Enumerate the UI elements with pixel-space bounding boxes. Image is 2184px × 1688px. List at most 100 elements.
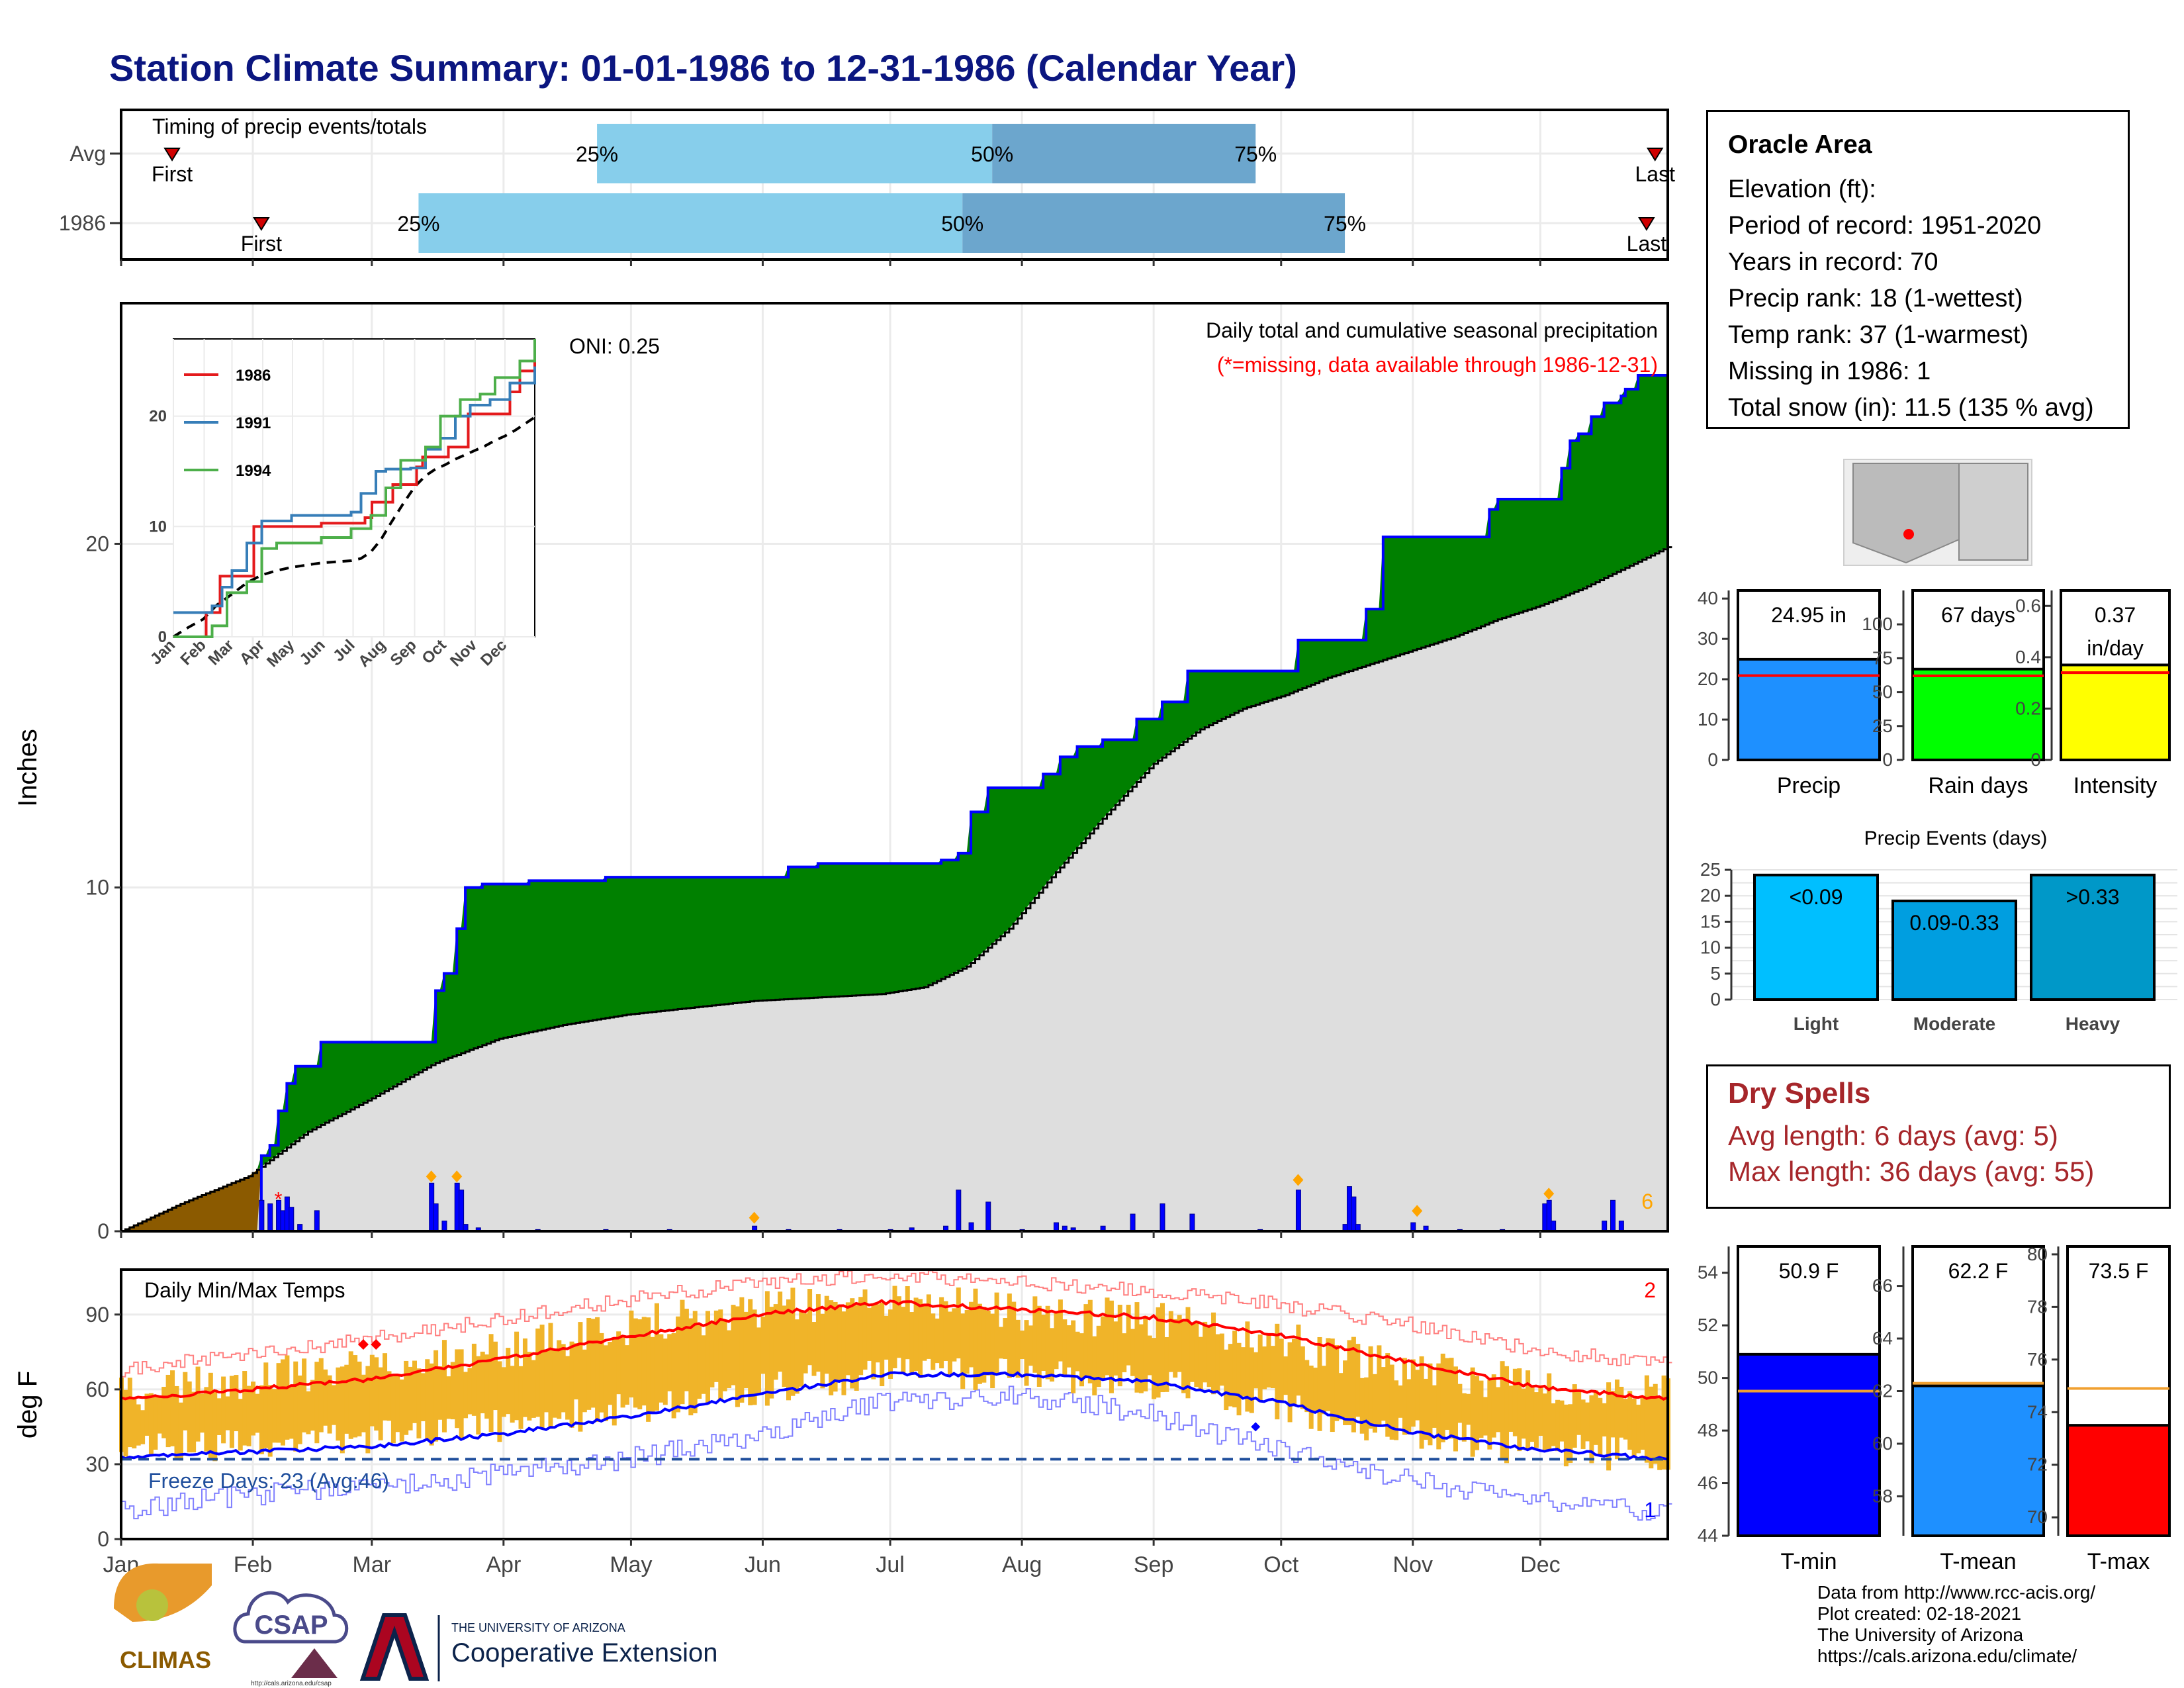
daily-temp-bar xyxy=(662,1338,668,1405)
daily-temp-bar xyxy=(1410,1359,1416,1427)
daily-temp-bar xyxy=(463,1372,469,1419)
daily-temp-bar xyxy=(327,1375,332,1434)
daily-temp-bar xyxy=(1521,1388,1526,1439)
daily-temp-bar xyxy=(824,1295,829,1374)
daily-temp-bar xyxy=(318,1358,324,1432)
daily-temp-bar xyxy=(510,1366,515,1423)
daily-temp-bar xyxy=(383,1353,388,1421)
mini-value-label: 50.9 F xyxy=(1779,1259,1839,1283)
csap-logo-cloud xyxy=(233,1591,349,1644)
inset-ytick-label: 10 xyxy=(149,518,167,536)
daily-temp-bar xyxy=(340,1366,345,1454)
mini-ytick-label: 66 xyxy=(1872,1276,1893,1296)
mini-ytick-label: 76 xyxy=(2027,1349,2048,1370)
inset-legend-label: 1986 xyxy=(236,367,271,385)
daily-temp-bar xyxy=(773,1304,778,1380)
temp-xtick-label: Oct xyxy=(1263,1552,1298,1577)
timing-row-label: 1986 xyxy=(59,211,106,235)
daily-temp-bar xyxy=(947,1311,952,1375)
daily-temp-bar xyxy=(1185,1307,1191,1399)
events-title: Precip Events (days) xyxy=(1864,827,2048,849)
daily-temp-bar xyxy=(595,1317,600,1423)
footer-university: The University of Arizona xyxy=(1817,1624,2024,1645)
daily-temp-bar xyxy=(1368,1346,1373,1429)
record-precip-marker xyxy=(1543,1188,1555,1200)
daily-temp-bar xyxy=(404,1360,409,1435)
daily-temp-bar xyxy=(552,1349,557,1418)
daily-temp-bar xyxy=(727,1330,732,1388)
timing-label-50: 50% xyxy=(941,212,983,236)
daily-temp-bar xyxy=(1262,1346,1267,1389)
daily-temp-bar xyxy=(1079,1333,1084,1387)
daily-temp-bar xyxy=(896,1296,901,1358)
daily-temp-bar xyxy=(148,1393,154,1455)
mini-value-label: 67 days xyxy=(1941,603,2015,627)
daily-temp-bar xyxy=(144,1393,150,1436)
daily-temp-bar xyxy=(1428,1363,1433,1446)
daily-temp-bar xyxy=(234,1375,239,1432)
daily-temp-bar xyxy=(1614,1379,1619,1460)
daily-temp-bar xyxy=(1215,1334,1220,1391)
daily-temp-bar xyxy=(748,1299,753,1405)
daily-temp-bar xyxy=(1432,1385,1437,1428)
daily-temp-bar xyxy=(1589,1395,1594,1464)
timing-bar-25-50 xyxy=(418,193,963,253)
daily-temp-bar xyxy=(934,1318,940,1364)
daily-temp-bar xyxy=(1143,1315,1148,1391)
footer-credits: Data from http://www.rcc-acis.org/ Plot … xyxy=(1817,1582,2095,1667)
daily-temp-bar xyxy=(616,1331,621,1395)
daily-precip-bar xyxy=(1618,1220,1624,1232)
daily-temp-bar xyxy=(799,1310,804,1387)
daily-temp-bar xyxy=(760,1316,766,1374)
daily-temp-bar xyxy=(429,1363,434,1446)
daily-temp-bar xyxy=(531,1360,536,1418)
timing-bar-50-75 xyxy=(962,193,1345,253)
daily-temp-bar xyxy=(1355,1344,1361,1417)
daily-temp-bar xyxy=(1453,1366,1458,1452)
daily-temp-bar xyxy=(1602,1403,1607,1437)
surplus-area xyxy=(121,373,1668,1231)
daily-temp-bar xyxy=(132,1397,137,1449)
timing-label-25: 25% xyxy=(397,212,439,236)
daily-temp-bar xyxy=(1482,1397,1488,1436)
daily-temp-bar xyxy=(225,1396,230,1430)
daily-temp-bar xyxy=(1619,1386,1624,1438)
mini-value-label: 62.2 F xyxy=(1948,1259,2009,1283)
station-precip-rank: Precip rank: 18 (1-wettest) xyxy=(1728,285,2023,312)
daily-temp-bar xyxy=(1529,1387,1535,1442)
daily-temp-bar xyxy=(1491,1374,1496,1438)
daily-temp-bar xyxy=(255,1393,260,1433)
daily-temp-bar xyxy=(637,1319,643,1410)
daily-temp-bar xyxy=(1542,1393,1547,1450)
daily-temp-bar xyxy=(1203,1321,1208,1383)
ua-logo-small: THE UNIVERSITY OF ARIZONA xyxy=(451,1621,625,1634)
daily-temp-bar xyxy=(437,1366,443,1420)
timing-bar-50-75 xyxy=(992,124,1256,183)
daily-temp-bar xyxy=(1015,1319,1021,1378)
daily-temp-bar xyxy=(518,1366,523,1429)
daily-temp-bar xyxy=(778,1291,783,1372)
daily-temp-bar xyxy=(960,1313,966,1389)
dry-spells-avg: Avg length: 6 days (avg: 5) xyxy=(1728,1120,2058,1151)
daily-temp-bar xyxy=(1003,1318,1008,1359)
daily-temp-bar xyxy=(964,1309,970,1374)
station-name: Oracle Area xyxy=(1728,130,1872,159)
daily-temp-bar xyxy=(191,1391,197,1453)
daily-temp-bar xyxy=(608,1342,613,1405)
daily-temp-bar xyxy=(1211,1312,1216,1395)
station-temp-rank: Temp rank: 37 (1-warmest) xyxy=(1728,321,2029,349)
daily-temp-bar xyxy=(871,1304,876,1380)
mini-ytick-label: 75 xyxy=(1872,647,1893,668)
record-high-marker xyxy=(357,1339,382,1350)
daily-temp-bar xyxy=(557,1340,562,1419)
daily-temp-bar xyxy=(590,1319,596,1408)
daily-temp-bar xyxy=(1321,1366,1326,1415)
mini-ytick-label: 78 xyxy=(2027,1296,2048,1317)
dry-spells-max: Max length: 36 days (avg: 55) xyxy=(1728,1156,2095,1187)
daily-temp-bar xyxy=(1266,1335,1271,1388)
daily-temp-bar xyxy=(310,1380,315,1431)
daily-temp-bar xyxy=(314,1362,320,1444)
daily-temp-bar xyxy=(1351,1336,1356,1432)
daily-temp-bar xyxy=(1189,1322,1195,1382)
daily-temp-bar xyxy=(769,1307,774,1399)
